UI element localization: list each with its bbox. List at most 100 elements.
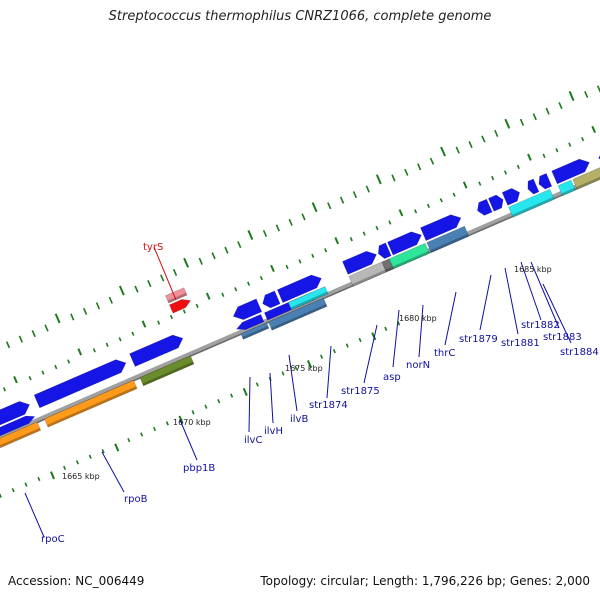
gene-label: str1882 xyxy=(521,320,560,331)
scale-tick xyxy=(404,168,409,176)
gene-feature-edge xyxy=(352,269,387,287)
gene-features[interactable] xyxy=(0,136,600,454)
scale-tick xyxy=(118,285,125,296)
gene-str1875-forward[interactable] xyxy=(342,250,377,275)
scale-tick xyxy=(18,335,23,343)
gene-forward[interactable] xyxy=(262,290,281,309)
scale-tick xyxy=(195,303,199,309)
label-leader-line xyxy=(542,283,572,344)
gene-label: str1881 xyxy=(501,338,540,349)
scale-tick xyxy=(275,224,280,232)
gene-feature-edge xyxy=(242,325,269,340)
scale-tick xyxy=(140,432,144,437)
scale-tick xyxy=(568,142,572,147)
scale-tick xyxy=(494,129,499,137)
gene-tyrS-cog[interactable] xyxy=(165,287,188,304)
gene-ilvB-cog[interactable] xyxy=(267,297,328,331)
scale-tick xyxy=(375,225,379,231)
gene-forward[interactable] xyxy=(377,242,392,259)
scale-tick xyxy=(306,360,313,369)
gene-ilvC-forward[interactable] xyxy=(232,298,263,320)
gene-label: str1879 xyxy=(459,334,498,345)
scale-tick xyxy=(327,202,332,210)
gene-rpoB-cog[interactable] xyxy=(44,379,138,428)
gene-forward[interactable] xyxy=(538,172,553,190)
scale-tick xyxy=(384,326,388,332)
gene-inner[interactable] xyxy=(236,313,265,330)
gene-str1883-cog[interactable] xyxy=(572,159,600,190)
gene-label: str1875 xyxy=(341,386,380,397)
gene-asp-cog[interactable] xyxy=(388,242,430,270)
scale-tick xyxy=(542,153,546,158)
scale-tick xyxy=(527,153,532,161)
gene-ilvB-forward[interactable] xyxy=(276,274,322,303)
gene-label: norN xyxy=(406,360,430,371)
scale-tick xyxy=(101,449,105,454)
scale-tick xyxy=(345,343,349,348)
scale-tick xyxy=(398,209,404,217)
scale-tick xyxy=(311,253,315,259)
scale-tick xyxy=(237,241,242,249)
scale-tick xyxy=(105,342,109,347)
scale-tick xyxy=(157,320,161,325)
gene-rpoB-forward[interactable] xyxy=(33,359,127,409)
gene-str1879-forward[interactable] xyxy=(501,187,520,206)
scale-tick xyxy=(532,113,537,121)
scale-tick xyxy=(503,170,508,175)
scale-tick xyxy=(298,259,302,264)
scale-tick xyxy=(371,332,377,341)
gene-feature-edge xyxy=(392,251,430,269)
scale-tick xyxy=(230,393,234,398)
gene-ilvC-cog[interactable] xyxy=(240,322,270,340)
scale-tick xyxy=(324,248,328,253)
genome-title: Streptococcus thermophilus CNRZ1066, com… xyxy=(108,9,492,24)
gene-str1882-forward[interactable] xyxy=(551,158,590,185)
gene-thrC-cog[interactable] xyxy=(426,225,470,253)
scale-tick xyxy=(131,331,135,336)
scale-tick xyxy=(0,493,2,498)
gene-feature-edge xyxy=(47,386,138,428)
scale-label: 1665 kbp xyxy=(62,472,100,481)
scale-tick xyxy=(516,164,520,170)
label-leader-line xyxy=(153,246,177,301)
gene-pbp1B-cog[interactable] xyxy=(139,355,195,387)
gene-asp-forward[interactable] xyxy=(387,231,422,256)
gene-pbp1B-forward[interactable] xyxy=(129,334,184,367)
scale-tick xyxy=(429,157,435,165)
scale-tick xyxy=(11,487,15,493)
gene-feature-edge xyxy=(385,266,394,273)
scale-tick xyxy=(481,135,486,143)
scale-tick xyxy=(468,141,473,149)
gene-tyrS[interactable] xyxy=(169,299,192,314)
gene-rpoC-cog[interactable] xyxy=(0,421,42,454)
label-leader-line xyxy=(504,267,519,335)
gene-str1879-cog[interactable] xyxy=(508,188,555,218)
gene-feature-edge xyxy=(561,187,576,196)
gene-cog[interactable] xyxy=(557,179,576,197)
scale-tick xyxy=(388,220,392,225)
scale-tick xyxy=(205,292,211,300)
gene-forward[interactable] xyxy=(527,178,540,195)
gene-thrC-forward[interactable] xyxy=(420,214,462,242)
scale-tick xyxy=(417,163,422,171)
gene-str1874-cog[interactable] xyxy=(287,286,329,311)
scale-tick xyxy=(95,302,101,310)
scale-tick xyxy=(134,285,139,293)
scale-tick xyxy=(108,296,113,304)
scale-label: 1670 kbp xyxy=(173,418,211,427)
scale-tick xyxy=(426,203,430,208)
scale-tick xyxy=(54,364,58,370)
scale-label: 1685 kbp xyxy=(514,265,552,274)
label-leader-line xyxy=(179,419,198,461)
gene-rpoC-forward[interactable] xyxy=(0,401,30,435)
gene-inner[interactable] xyxy=(0,415,36,444)
gene-forward[interactable] xyxy=(477,198,493,216)
scale-tick xyxy=(288,218,293,226)
gene-forward[interactable] xyxy=(488,194,504,212)
scale-tick xyxy=(152,426,157,432)
gene-label: ilvH xyxy=(264,426,283,437)
gene-label: str1874 xyxy=(309,400,348,411)
scale-tick xyxy=(114,443,120,452)
scale-tick xyxy=(24,482,28,487)
